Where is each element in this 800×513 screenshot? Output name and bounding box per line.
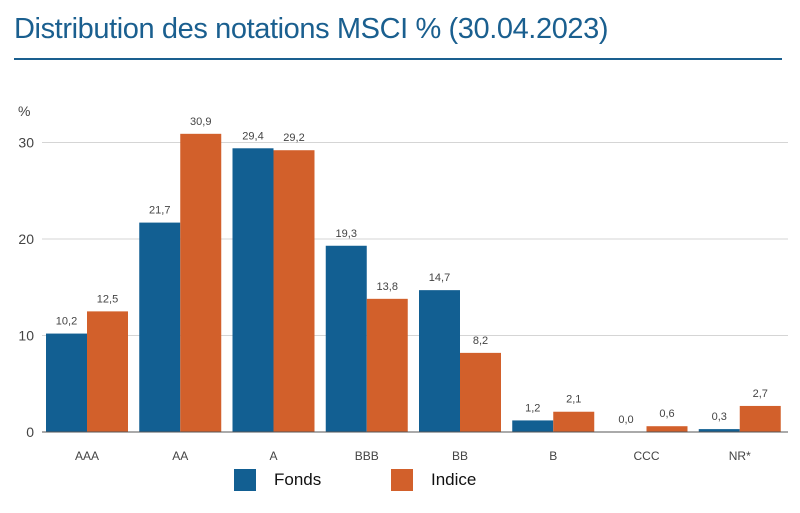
data-label-fonds-1: 21,7 [149, 205, 170, 217]
bar-indice-0 [87, 311, 128, 432]
title-divider [14, 58, 782, 60]
legend-swatch-fonds [234, 469, 256, 491]
data-label-indice-5: 2,1 [566, 394, 581, 406]
legend-item-indice: Indice [391, 468, 476, 492]
y-axis-unit-label: % [18, 103, 30, 119]
y-tick-label-30: 30 [18, 135, 34, 151]
data-label-fonds-6: 0,0 [618, 414, 633, 426]
data-label-fonds-3: 19,3 [336, 228, 357, 240]
bar-fonds-3 [325, 245, 367, 432]
data-label-indice-1: 30,9 [190, 116, 211, 128]
legend-label-indice: Indice [431, 470, 477, 489]
data-label-fonds-5: 1,2 [525, 402, 540, 414]
data-label-fonds-0: 10,2 [56, 316, 77, 328]
y-tick-label-10: 10 [18, 328, 34, 344]
bar-fonds-7 [698, 429, 740, 432]
bar-fonds-2 [232, 148, 274, 433]
data-label-indice-2: 29,2 [283, 132, 304, 144]
y-tick-label-20: 20 [18, 231, 34, 247]
bar-indice-6 [646, 426, 688, 432]
data-label-indice-6: 0,6 [659, 408, 674, 420]
data-label-indice-0: 12,5 [97, 293, 118, 305]
x-tick-label-3: BBB [355, 449, 379, 463]
bar-fonds-4 [419, 290, 460, 432]
legend-item-fonds: Fonds [234, 468, 321, 492]
bar-fonds-1 [139, 222, 181, 432]
x-tick-label-2: A [269, 449, 277, 463]
bar-indice-5 [553, 411, 595, 432]
chart-title: Distribution des notations MSCI % (30.04… [14, 13, 609, 45]
bar-indice-4 [460, 352, 501, 432]
bar-indice-1 [180, 133, 222, 432]
x-tick-label-5: B [549, 449, 557, 463]
bar-indice-7 [739, 405, 781, 432]
y-tick-label-0: 0 [26, 424, 34, 440]
data-label-indice-4: 8,2 [473, 335, 488, 347]
bar-fonds-0 [46, 333, 87, 432]
bar-indice-2 [273, 150, 315, 432]
data-label-indice-3: 13,8 [377, 281, 398, 293]
x-tick-label-6: CCC [634, 449, 660, 463]
x-tick-label-7: NR* [729, 449, 751, 463]
data-label-fonds-2: 29,4 [242, 130, 263, 142]
legend-label-fonds: Fonds [274, 470, 322, 489]
legend-swatch-indice [391, 469, 413, 491]
x-tick-label-4: BB [452, 449, 468, 463]
bar-fonds-5 [512, 420, 554, 432]
x-tick-label-1: AA [172, 449, 188, 463]
x-tick-label-0: AAA [75, 449, 99, 463]
data-label-fonds-4: 14,7 [429, 272, 450, 284]
data-label-indice-7: 2,7 [753, 388, 768, 400]
bar-indice-3 [366, 298, 408, 432]
data-label-fonds-7: 0,3 [712, 411, 727, 423]
